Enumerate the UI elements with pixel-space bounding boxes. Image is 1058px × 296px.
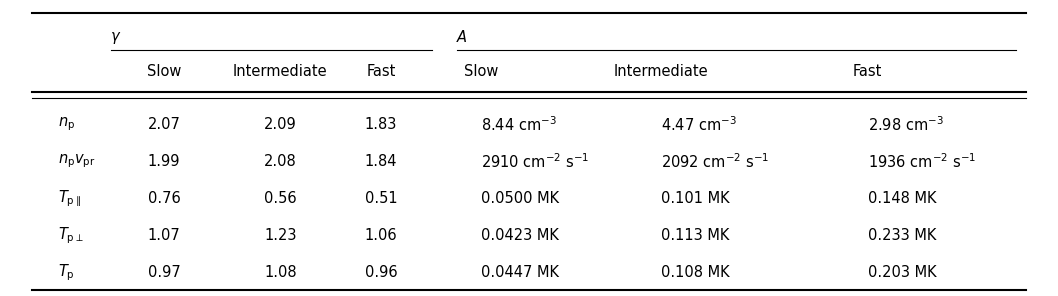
Text: 2910 cm$^{-2}$ s$^{-1}$: 2910 cm$^{-2}$ s$^{-1}$ <box>481 152 589 171</box>
Text: $n_\mathrm{p}$: $n_\mathrm{p}$ <box>58 115 75 133</box>
Text: $T_\mathrm{p\parallel}$: $T_\mathrm{p\parallel}$ <box>58 188 81 209</box>
Text: 1.23: 1.23 <box>264 228 296 243</box>
Text: γ: γ <box>111 30 120 44</box>
Text: 0.113 MK: 0.113 MK <box>661 228 730 243</box>
Text: 2092 cm$^{-2}$ s$^{-1}$: 2092 cm$^{-2}$ s$^{-1}$ <box>661 152 769 171</box>
Text: 0.203 MK: 0.203 MK <box>868 265 936 280</box>
Text: $T_\mathrm{p}$: $T_\mathrm{p}$ <box>58 262 75 283</box>
Text: 0.51: 0.51 <box>365 191 397 206</box>
Text: 0.96: 0.96 <box>365 265 397 280</box>
Text: 0.0447 MK: 0.0447 MK <box>481 265 560 280</box>
Text: 1.06: 1.06 <box>365 228 397 243</box>
Text: Fast: Fast <box>853 64 882 78</box>
Text: 0.56: 0.56 <box>264 191 296 206</box>
Text: 0.0500 MK: 0.0500 MK <box>481 191 560 206</box>
Text: A: A <box>457 30 467 44</box>
Text: Slow: Slow <box>464 64 498 78</box>
Text: 2.98 cm$^{-3}$: 2.98 cm$^{-3}$ <box>868 115 944 134</box>
Text: $n_\mathrm{p}v_\mathrm{pr}$: $n_\mathrm{p}v_\mathrm{pr}$ <box>58 152 96 170</box>
Text: 2.07: 2.07 <box>147 117 181 132</box>
Text: Fast: Fast <box>366 64 396 78</box>
Text: 8.44 cm$^{-3}$: 8.44 cm$^{-3}$ <box>481 115 558 134</box>
Text: 0.76: 0.76 <box>148 191 180 206</box>
Text: 1.08: 1.08 <box>264 265 296 280</box>
Text: 0.108 MK: 0.108 MK <box>661 265 730 280</box>
Text: 0.233 MK: 0.233 MK <box>868 228 936 243</box>
Text: Slow: Slow <box>147 64 181 78</box>
Text: 0.101 MK: 0.101 MK <box>661 191 730 206</box>
Text: 2.09: 2.09 <box>264 117 296 132</box>
Text: 4.47 cm$^{-3}$: 4.47 cm$^{-3}$ <box>661 115 737 134</box>
Text: 1.84: 1.84 <box>365 154 397 169</box>
Text: 1.83: 1.83 <box>365 117 397 132</box>
Text: 0.97: 0.97 <box>148 265 180 280</box>
Text: 2.08: 2.08 <box>264 154 296 169</box>
Text: 0.148 MK: 0.148 MK <box>868 191 936 206</box>
Text: $T_\mathrm{p\perp}$: $T_\mathrm{p\perp}$ <box>58 225 85 246</box>
Text: 0.0423 MK: 0.0423 MK <box>481 228 560 243</box>
Text: 1936 cm$^{-2}$ s$^{-1}$: 1936 cm$^{-2}$ s$^{-1}$ <box>868 152 975 171</box>
Text: 1.99: 1.99 <box>148 154 180 169</box>
Text: 1.07: 1.07 <box>148 228 180 243</box>
Text: Intermediate: Intermediate <box>614 64 709 78</box>
Text: Intermediate: Intermediate <box>233 64 328 78</box>
